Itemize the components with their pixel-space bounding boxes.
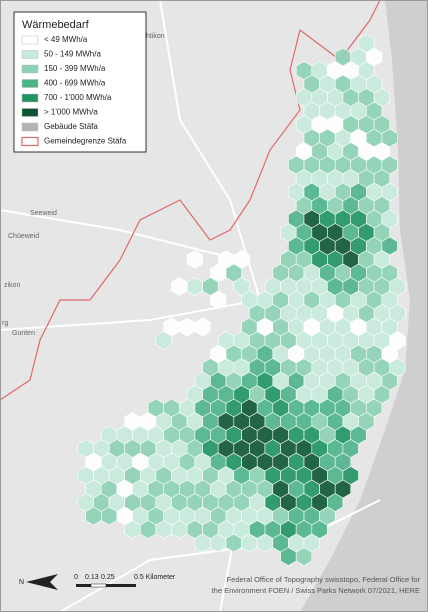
- legend-swatch: [21, 93, 39, 103]
- north-arrow-shape: [26, 574, 58, 590]
- legend-swatch: [21, 64, 39, 74]
- place-label: htikon: [146, 33, 165, 40]
- legend-label: < 49 MWh/a: [44, 35, 88, 44]
- legend-swatch: [21, 136, 39, 147]
- legend-swatch: [21, 50, 39, 59]
- attribution: the Environment FOEN / Swiss Parks Netwo…: [212, 586, 420, 595]
- legend-label: 700 - 1'000 MWh/a: [44, 93, 112, 102]
- scale-label: 0: [74, 574, 78, 581]
- north-label: N: [19, 579, 24, 586]
- hexagon: [295, 547, 313, 566]
- place-labels: htikon Seeweid Chüeweid zikon rg Gunten: [2, 33, 165, 337]
- legend-swatch: [21, 122, 39, 132]
- legend: Wärmebedarf < 49 MWh/a 50 - 149 MWh/a 150 …: [13, 11, 147, 153]
- hexagon: [210, 290, 227, 310]
- municipal-boundary: [0, 0, 381, 401]
- hexagon: [155, 331, 172, 350]
- legend-label: > 1'000 MWh/a: [44, 108, 98, 117]
- legend-label: Gebäude Stäfa: [44, 122, 98, 131]
- legend-label: Gemeindegrenze Stäfa: [44, 137, 127, 146]
- legend-swatch: [21, 79, 39, 88]
- place-label: Gunten: [12, 330, 35, 337]
- hexagon-grid: [77, 34, 406, 566]
- lake: [300, 0, 428, 612]
- legend-swatch: [21, 108, 39, 117]
- legend-swatch: [21, 35, 39, 45]
- place-label: zikon: [4, 282, 20, 289]
- north-arrow: N: [19, 574, 58, 590]
- scale-label: 0.13: [85, 574, 99, 581]
- legend-label: 400 - 699 MWh/a: [44, 79, 106, 88]
- scale-bar: 0 0.13 0.25 0.5 Kilometer: [74, 574, 176, 588]
- hexagon: [186, 250, 203, 269]
- place-label: rg: [2, 320, 8, 327]
- legend-label: 150 - 399 MWh/a: [44, 64, 106, 73]
- legend-title: Wärmebedarf: [22, 19, 90, 31]
- place-label: Seeweid: [30, 210, 57, 217]
- scale-segment: [90, 583, 107, 588]
- hexagon: [194, 317, 211, 337]
- scale-label: 0.25: [101, 574, 115, 581]
- place-label: Chüeweid: [8, 233, 39, 240]
- scale-segment: [106, 584, 136, 587]
- scale-label: 0.5 Kilometer: [134, 574, 176, 581]
- attribution: Federal Office of Topography swisstopo, …: [227, 575, 421, 584]
- scale-segment: [76, 584, 91, 587]
- legend-label: 50 - 149 MWh/a: [44, 50, 101, 59]
